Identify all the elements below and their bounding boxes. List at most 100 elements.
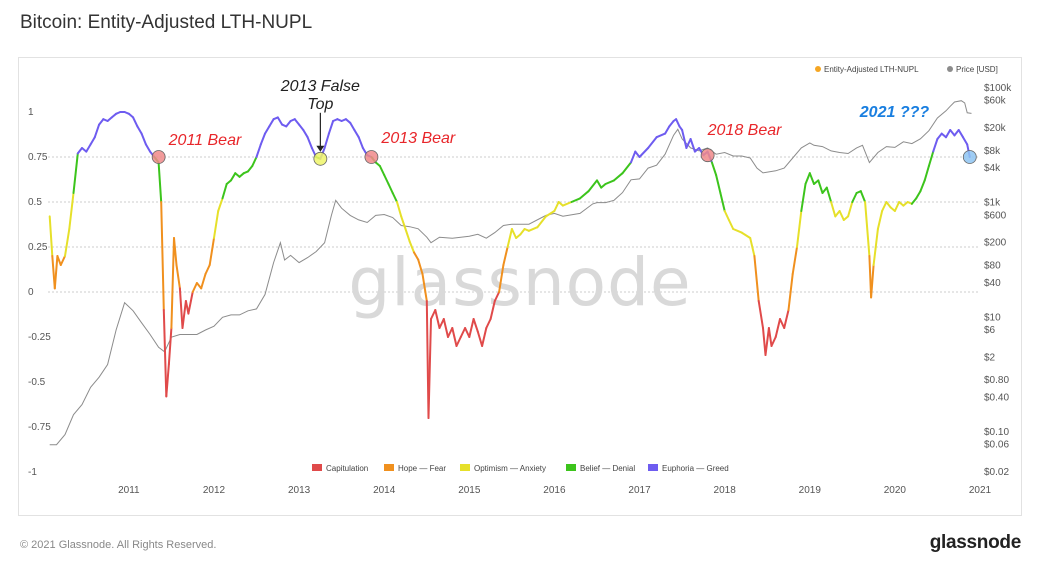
nupl-segment: [945, 129, 952, 139]
annotation-label-1: 2013 False: [280, 78, 360, 95]
nupl-segment: [638, 147, 650, 158]
nupl-segment: [740, 231, 752, 239]
copyright-text: © 2021 Glassnode. All Rights Reserved.: [20, 539, 217, 551]
nupl-segment: [519, 228, 526, 236]
x-tick-2016: 2016: [543, 485, 566, 496]
nupl-segment: [715, 174, 722, 194]
nupl-segment: [357, 136, 364, 149]
nupl-segment: [383, 174, 390, 185]
x-tick-2012: 2012: [203, 485, 226, 496]
nupl-segment: [919, 179, 926, 193]
nupl-segment: [732, 228, 743, 234]
nupl-segment: [213, 210, 220, 239]
legend-top-label-1: Price [USD]: [956, 65, 998, 74]
nupl-segment: [68, 192, 75, 230]
nupl-segment: [817, 179, 824, 194]
nupl-segment: [681, 129, 688, 149]
nupl-segment: [753, 255, 760, 302]
nupl-segment: [430, 309, 437, 320]
nupl-segment: [872, 228, 879, 266]
legend-label-4: Euphoria — Greed: [662, 464, 729, 473]
nupl-segment: [56, 255, 62, 266]
y-right-tick-17: $0.02: [984, 467, 1009, 478]
nupl-segment: [727, 219, 735, 230]
nupl-segment: [825, 186, 833, 203]
x-axis: 2011 2012 2013 2014 2015 2016 2017 2018 2019 2020…: [118, 485, 991, 496]
legend-swatch-2: [460, 464, 470, 471]
nupl-segment: [472, 318, 479, 333]
y-axis-right: $100k $60k $20k $8k $4k $1k$600 $200 $80 $40 $10 $…: [984, 83, 1012, 478]
price-series: [49, 100, 972, 446]
nupl-segment: [170, 237, 175, 329]
nupl-segment: [264, 125, 271, 135]
legend-swatch-0: [312, 464, 322, 471]
nupl-segment: [664, 125, 671, 135]
nupl-segment: [838, 210, 845, 221]
nupl-segment: [165, 363, 170, 398]
nupl-segment: [396, 201, 403, 218]
nupl-segment: [613, 172, 624, 182]
annotation-label-4: 2021 ???: [859, 104, 930, 121]
annotation-marker-2: [364, 150, 379, 164]
nupl-segment: [949, 129, 956, 137]
nupl-segment: [923, 165, 930, 182]
annotation-label-2: 2013 Bear: [380, 130, 456, 147]
nupl-segment: [689, 138, 696, 153]
nupl-segment: [864, 201, 871, 257]
nupl-segment: [167, 327, 173, 365]
chart-title: Bitcoin: Entity-Adjusted LTH-NUPL: [20, 12, 313, 33]
legend-bottom: Capitulation Hope — Fear Optimism — Anxiet…: [312, 464, 729, 473]
nupl-segment: [655, 132, 667, 139]
nupl-segment: [876, 210, 884, 230]
nupl-segment: [787, 273, 794, 311]
nupl-segment: [247, 165, 254, 173]
y-axis-left: 1 0.75 0.5 0.25 0 -0.25 -0.5 -0.75 -1: [28, 107, 51, 478]
nupl-segment: [140, 132, 147, 146]
nupl-segment: [757, 300, 764, 329]
nupl-segment: [647, 136, 658, 149]
nupl-segment: [481, 327, 488, 347]
nupl-segment: [796, 210, 803, 248]
nupl-segment: [93, 123, 101, 139]
x-tick-2021: 2021: [969, 485, 992, 496]
y-right-tick-15: $0.10: [984, 427, 1009, 438]
y-right-tick-9: $40: [984, 278, 1001, 289]
nupl-segment: [764, 327, 770, 356]
legend-label-3: Belief — Denial: [580, 464, 635, 473]
nupl-segment: [404, 228, 411, 243]
nupl-segment: [957, 129, 964, 139]
x-tick-2011: 2011: [118, 485, 140, 496]
nupl-segment: [927, 150, 935, 167]
legend-top-dot-0: [815, 66, 821, 72]
grid-lines: [48, 156, 980, 293]
y-left-tick-1: 0.75: [28, 152, 48, 163]
nupl-segment: [719, 192, 726, 212]
nupl-segment: [64, 228, 71, 257]
nupl-segment: [561, 201, 573, 207]
y-left-tick-8: -1: [28, 467, 37, 478]
y-left-tick-5: -0.25: [28, 332, 51, 343]
nupl-segment: [953, 129, 960, 137]
x-tick-2019: 2019: [799, 485, 822, 496]
nupl-segment: [936, 132, 943, 140]
nupl-segment: [89, 136, 96, 146]
y-left-tick-0: 1: [28, 107, 34, 118]
legend-label-0: Capitulation: [326, 464, 368, 473]
nupl-segment: [596, 179, 603, 189]
nupl-segment: [464, 327, 471, 338]
nupl-segment: [468, 318, 475, 338]
nupl-segment: [391, 192, 398, 203]
nupl-segment: [48, 215, 54, 257]
y-right-tick-1: $60k: [984, 96, 1007, 107]
legend-swatch-4: [648, 464, 658, 471]
nupl-segment: [85, 143, 92, 153]
nupl-segment: [136, 125, 143, 135]
y-right-tick-8: $80: [984, 261, 1001, 272]
nupl-segment: [298, 123, 305, 131]
nupl-segment: [493, 291, 501, 302]
nupl-segment: [910, 197, 918, 205]
nupl-segment: [767, 327, 773, 347]
y-right-tick-16: $0.06: [984, 440, 1009, 451]
nupl-segment: [251, 156, 258, 167]
